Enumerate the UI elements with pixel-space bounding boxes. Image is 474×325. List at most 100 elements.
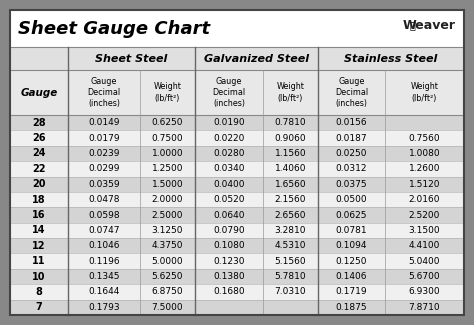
Text: 5.0000: 5.0000 xyxy=(152,257,183,266)
Text: 0.0478: 0.0478 xyxy=(88,195,120,204)
Text: Galvanized Steel: Galvanized Steel xyxy=(204,54,309,63)
Bar xyxy=(10,269,464,284)
Text: 0.0239: 0.0239 xyxy=(88,149,120,158)
Text: 0.7500: 0.7500 xyxy=(152,134,183,143)
Bar xyxy=(10,115,464,130)
Bar xyxy=(10,10,464,47)
Bar xyxy=(10,254,464,269)
Text: 7.5000: 7.5000 xyxy=(152,303,183,312)
Text: 2.5000: 2.5000 xyxy=(152,211,183,219)
Text: 0.0640: 0.0640 xyxy=(213,211,245,219)
Text: 0.1380: 0.1380 xyxy=(213,272,245,281)
Text: 0.0790: 0.0790 xyxy=(213,226,245,235)
Text: 0.7560: 0.7560 xyxy=(409,134,440,143)
Bar xyxy=(10,47,464,70)
Text: 5.0400: 5.0400 xyxy=(409,257,440,266)
Text: 1.1560: 1.1560 xyxy=(275,149,306,158)
Text: 18: 18 xyxy=(32,195,46,205)
Bar xyxy=(10,284,464,300)
Text: 0.1046: 0.1046 xyxy=(88,241,120,250)
Text: 0.1719: 0.1719 xyxy=(336,287,367,296)
Text: 🚛: 🚛 xyxy=(409,20,415,31)
Text: Weaver: Weaver xyxy=(403,19,456,32)
Text: 0.0149: 0.0149 xyxy=(88,118,120,127)
Text: 0.0340: 0.0340 xyxy=(213,164,245,173)
Text: 0.1080: 0.1080 xyxy=(213,241,245,250)
Text: 0.0747: 0.0747 xyxy=(88,226,120,235)
Bar xyxy=(10,238,464,254)
Text: 2.0000: 2.0000 xyxy=(152,195,183,204)
Bar xyxy=(10,223,464,238)
Text: Gauge
Decimal
(inches): Gauge Decimal (inches) xyxy=(212,77,246,108)
Text: 3.1250: 3.1250 xyxy=(152,226,183,235)
Text: 2.1560: 2.1560 xyxy=(275,195,306,204)
Text: 0.0190: 0.0190 xyxy=(213,118,245,127)
Text: Gauge
Decimal
(inches): Gauge Decimal (inches) xyxy=(87,77,120,108)
Text: 1.0000: 1.0000 xyxy=(152,149,183,158)
Text: 0.1875: 0.1875 xyxy=(336,303,367,312)
Text: 24: 24 xyxy=(32,149,46,159)
Text: 16: 16 xyxy=(32,210,46,220)
Text: 5.7810: 5.7810 xyxy=(275,272,306,281)
Text: 14: 14 xyxy=(32,225,46,235)
Text: 0.0375: 0.0375 xyxy=(336,180,367,189)
Bar xyxy=(10,300,464,315)
Bar xyxy=(10,176,464,192)
Text: 8: 8 xyxy=(36,287,43,297)
Text: 0.7810: 0.7810 xyxy=(275,118,306,127)
Text: 3.2810: 3.2810 xyxy=(275,226,306,235)
Text: 4.4100: 4.4100 xyxy=(409,241,440,250)
Text: 1.2600: 1.2600 xyxy=(409,164,440,173)
Text: 0.0520: 0.0520 xyxy=(213,195,245,204)
Text: 6.9300: 6.9300 xyxy=(409,287,440,296)
Text: 0.0250: 0.0250 xyxy=(336,149,367,158)
Text: Weight
(lb/ft²): Weight (lb/ft²) xyxy=(276,83,304,103)
Text: 7: 7 xyxy=(36,302,42,312)
Bar xyxy=(10,146,464,161)
Text: 4.5310: 4.5310 xyxy=(275,241,306,250)
Text: 0.0400: 0.0400 xyxy=(213,180,245,189)
Text: Gauge: Gauge xyxy=(20,87,58,98)
Bar xyxy=(10,192,464,207)
Text: Weight
(lb/ft²): Weight (lb/ft²) xyxy=(410,83,438,103)
Text: 1.2500: 1.2500 xyxy=(152,164,183,173)
Text: 1.5000: 1.5000 xyxy=(152,180,183,189)
Text: 1.6560: 1.6560 xyxy=(275,180,306,189)
Bar xyxy=(10,70,464,115)
Text: 11: 11 xyxy=(32,256,46,266)
Text: 2.6560: 2.6560 xyxy=(275,211,306,219)
Text: 0.1250: 0.1250 xyxy=(336,257,367,266)
Text: 1.0080: 1.0080 xyxy=(409,149,440,158)
Bar xyxy=(10,161,464,176)
Text: 5.6250: 5.6250 xyxy=(152,272,183,281)
Text: 4.3750: 4.3750 xyxy=(152,241,183,250)
Text: 10: 10 xyxy=(32,272,46,281)
Text: 28: 28 xyxy=(32,118,46,128)
Text: 0.1644: 0.1644 xyxy=(88,287,120,296)
Text: Stainless Steel: Stainless Steel xyxy=(344,54,438,63)
Text: 0.0312: 0.0312 xyxy=(336,164,367,173)
Text: Sheet Gauge Chart: Sheet Gauge Chart xyxy=(18,20,210,37)
Text: 5.1560: 5.1560 xyxy=(275,257,306,266)
Text: 0.0179: 0.0179 xyxy=(88,134,120,143)
Text: 20: 20 xyxy=(32,179,46,189)
Text: 1.4060: 1.4060 xyxy=(275,164,306,173)
Text: 26: 26 xyxy=(32,133,46,143)
Text: 0.0299: 0.0299 xyxy=(88,164,120,173)
Text: 5.6700: 5.6700 xyxy=(409,272,440,281)
Text: 0.0280: 0.0280 xyxy=(213,149,245,158)
Text: 22: 22 xyxy=(32,164,46,174)
Text: 0.0500: 0.0500 xyxy=(336,195,367,204)
Bar xyxy=(10,130,464,146)
Text: 0.1345: 0.1345 xyxy=(88,272,120,281)
Text: 7.0310: 7.0310 xyxy=(275,287,306,296)
Text: 2.0160: 2.0160 xyxy=(409,195,440,204)
Text: 7.8710: 7.8710 xyxy=(409,303,440,312)
Text: 0.0359: 0.0359 xyxy=(88,180,120,189)
Text: 0.0187: 0.0187 xyxy=(336,134,367,143)
Text: 0.0625: 0.0625 xyxy=(336,211,367,219)
Text: 0.1406: 0.1406 xyxy=(336,272,367,281)
Text: 12: 12 xyxy=(32,241,46,251)
Text: 3.1500: 3.1500 xyxy=(409,226,440,235)
Text: 0.1196: 0.1196 xyxy=(88,257,120,266)
